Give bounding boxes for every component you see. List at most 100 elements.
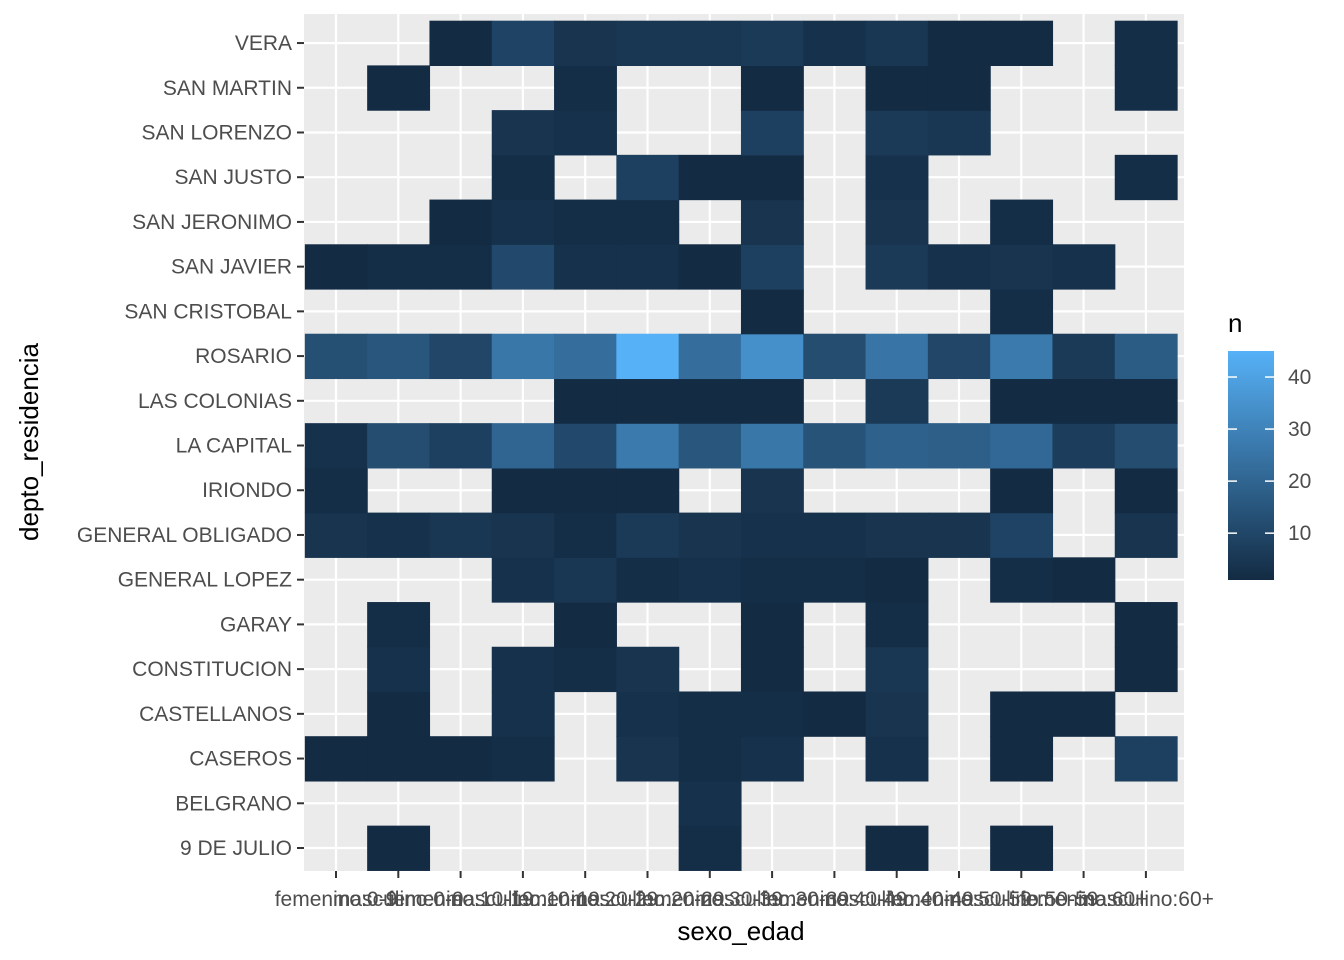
heatmap-tile xyxy=(678,736,742,782)
heatmap-tile xyxy=(990,333,1054,380)
heatmap-tile xyxy=(1052,244,1116,290)
heatmap-tile xyxy=(429,199,493,245)
legend-tick-label: 30 xyxy=(1288,418,1311,441)
heatmap-tile xyxy=(554,110,617,156)
heatmap-tile xyxy=(1114,20,1178,66)
heatmap-tile xyxy=(491,423,555,469)
heatmap-tile xyxy=(616,736,680,782)
heatmap-tile xyxy=(740,154,804,201)
heatmap-tile xyxy=(304,333,368,380)
heatmap-tile xyxy=(927,423,991,469)
heatmap-tile xyxy=(927,512,991,558)
y-tick-label: CASTELLANOS xyxy=(139,703,292,726)
heatmap-tile xyxy=(990,691,1054,737)
heatmap-tile xyxy=(304,512,368,558)
heatmap-tile xyxy=(616,333,680,380)
heatmap-tile xyxy=(678,691,742,737)
heatmap-tile xyxy=(803,20,867,66)
heatmap-tile xyxy=(990,199,1054,245)
heatmap-tile xyxy=(865,602,929,648)
heatmap-tile xyxy=(491,333,555,380)
heatmap-tile xyxy=(740,691,804,737)
y-tick-label: LA CAPITAL xyxy=(176,435,292,458)
heatmap-tile xyxy=(1114,378,1178,424)
heatmap-tile xyxy=(554,512,617,558)
heatmap-tile xyxy=(554,199,617,245)
heatmap-tile xyxy=(491,244,555,290)
heatmap-tile xyxy=(491,691,555,737)
y-tick-label: SAN CRISTOBAL xyxy=(124,300,292,323)
heatmap-tile xyxy=(865,512,929,558)
heatmap-tile xyxy=(1114,423,1178,469)
heatmap-tile xyxy=(740,423,804,469)
heatmap-tile xyxy=(491,512,555,558)
heatmap-tile xyxy=(616,423,680,469)
heatmap-tile xyxy=(1114,512,1178,558)
heatmap-tile xyxy=(865,154,929,201)
heatmap-tile xyxy=(367,602,431,648)
heatmap-tile xyxy=(616,244,680,290)
heatmap-tile xyxy=(616,691,680,737)
heatmap-tile xyxy=(678,512,742,558)
heatmap-tile xyxy=(367,646,431,693)
heatmap-tile xyxy=(865,646,929,693)
heatmap-tile xyxy=(554,557,617,603)
heatmap-tile xyxy=(990,467,1054,514)
heatmap-tile xyxy=(740,110,804,156)
heatmap-tile xyxy=(554,467,617,514)
heatmap-tile xyxy=(803,333,867,380)
heatmap-tile xyxy=(803,691,867,737)
heatmap-tile xyxy=(740,65,804,111)
heatmap-tile xyxy=(616,512,680,558)
heatmap-tile xyxy=(865,423,929,469)
heatmap-tile xyxy=(1114,602,1178,648)
heatmap-tile xyxy=(678,378,742,424)
heatmap-tile xyxy=(616,20,680,66)
heatmap-tile xyxy=(678,244,742,290)
heatmap-tile xyxy=(990,423,1054,469)
y-tick-label: ROSARIO xyxy=(195,345,292,368)
heatmap-tile xyxy=(740,199,804,245)
heatmap-tile xyxy=(740,20,804,66)
legend-tick-label: 10 xyxy=(1288,522,1311,545)
heatmap-tile xyxy=(1052,378,1116,424)
heatmap-tile xyxy=(803,557,867,603)
heatmap-tile xyxy=(429,333,493,380)
heatmap-tile xyxy=(367,512,431,558)
heatmap-tile xyxy=(304,244,368,290)
heatmap-tile xyxy=(740,244,804,290)
heatmap-tile xyxy=(678,154,742,201)
heatmap-tile xyxy=(740,512,804,558)
heatmap-tile xyxy=(865,825,929,871)
heatmap-tile xyxy=(491,110,555,156)
y-tick-label: GARAY xyxy=(220,613,292,636)
heatmap-tile xyxy=(865,557,929,603)
heatmap-tile xyxy=(803,512,867,558)
legend-tick-label: 20 xyxy=(1288,470,1311,493)
heatmap-tile xyxy=(491,646,555,693)
heatmap-tile xyxy=(1114,333,1178,380)
heatmap-tile xyxy=(740,646,804,693)
heatmap-tile xyxy=(990,289,1054,335)
heatmap-tile xyxy=(740,467,804,514)
x-tick-label: femenino:20-29 xyxy=(512,888,658,911)
x-tick-label: masculino:0-9 xyxy=(333,888,464,911)
heatmap-tile xyxy=(1114,154,1178,201)
heatmap-tile xyxy=(803,423,867,469)
heatmap-tile xyxy=(304,423,368,469)
heatmap-tile xyxy=(367,736,431,782)
y-tick-label: CASEROS xyxy=(189,748,292,771)
heatmap-tile xyxy=(927,65,991,111)
heatmap-tile xyxy=(678,333,742,380)
heatmap-tile xyxy=(304,467,368,514)
heatmap-tile xyxy=(554,333,617,380)
heatmap-tile xyxy=(367,333,431,380)
heatmap-tile xyxy=(1114,736,1178,782)
heatmap-tile xyxy=(865,20,929,66)
heatmap-tile xyxy=(865,333,929,380)
x-tick-label: femenino:50-59 xyxy=(886,888,1032,911)
heatmap-tile xyxy=(616,378,680,424)
y-tick-label: VERA xyxy=(235,32,292,55)
heatmap-tile xyxy=(865,736,929,782)
